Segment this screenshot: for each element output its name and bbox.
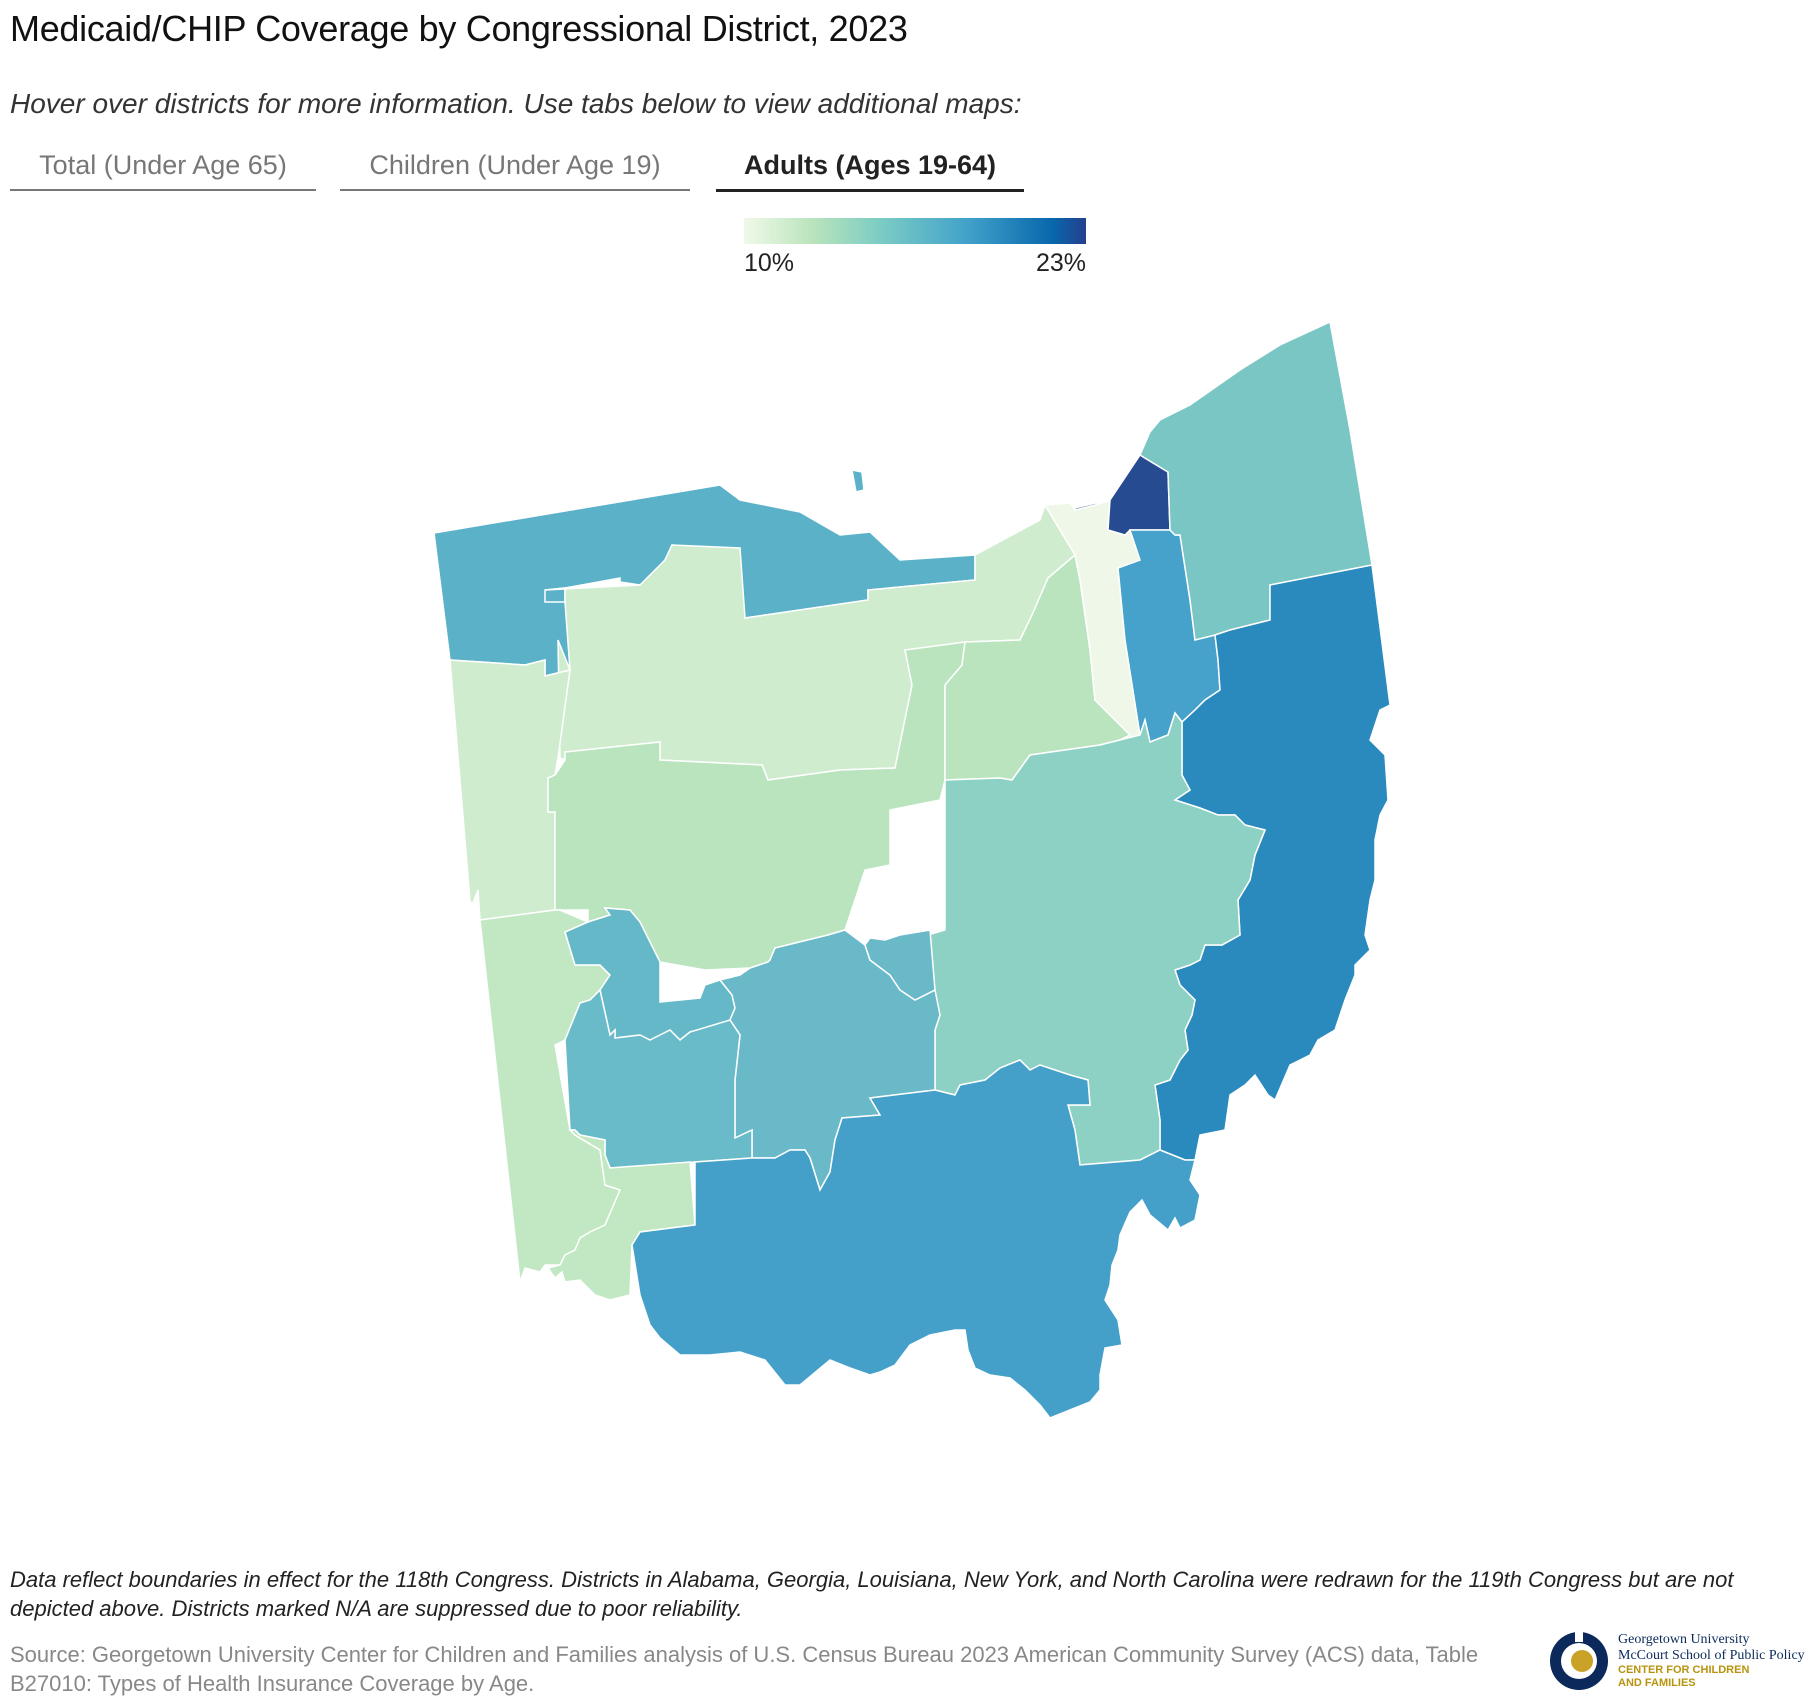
district-southwest-corner[interactable] <box>546 1129 696 1301</box>
page-subtitle: Hover over districts for more informatio… <box>10 88 1022 119</box>
tab-total[interactable]: Total (Under Age 65) <box>10 145 316 191</box>
logo-line-2: McCourt School of Public Policy <box>1618 1648 1805 1663</box>
georgetown-seal-icon <box>1550 1632 1608 1690</box>
district-map <box>0 300 1820 1500</box>
logo-line-4: AND FAMILIES <box>1618 1677 1696 1689</box>
logo-line-1: Georgetown University <box>1618 1632 1750 1647</box>
legend-gradient-bar <box>744 218 1086 244</box>
footer-source: Source: Georgetown University Center for… <box>10 1642 1479 1696</box>
color-legend: 10% 23% <box>744 218 1086 279</box>
legend-min-label: 10% <box>744 249 795 277</box>
tab-adults[interactable]: Adults (Ages 19-64) <box>716 145 1024 192</box>
district-northwest-island[interactable] <box>851 469 865 493</box>
district-columbus[interactable] <box>864 929 936 1001</box>
page-title: Medicaid/CHIP Coverage by Congressional … <box>10 8 908 49</box>
legend-max-label: 23% <box>1035 249 1086 277</box>
district-central-west[interactable] <box>547 641 966 971</box>
georgetown-logo: Georgetown University McCourt School of … <box>1548 1630 1810 1694</box>
logo-line-3: CENTER FOR CHILDREN <box>1618 1664 1750 1676</box>
footer-note: Data reflect boundaries in effect for th… <box>10 1567 1734 1621</box>
district-south[interactable] <box>631 1059 1201 1419</box>
tab-children[interactable]: Children (Under Age 19) <box>340 145 690 191</box>
